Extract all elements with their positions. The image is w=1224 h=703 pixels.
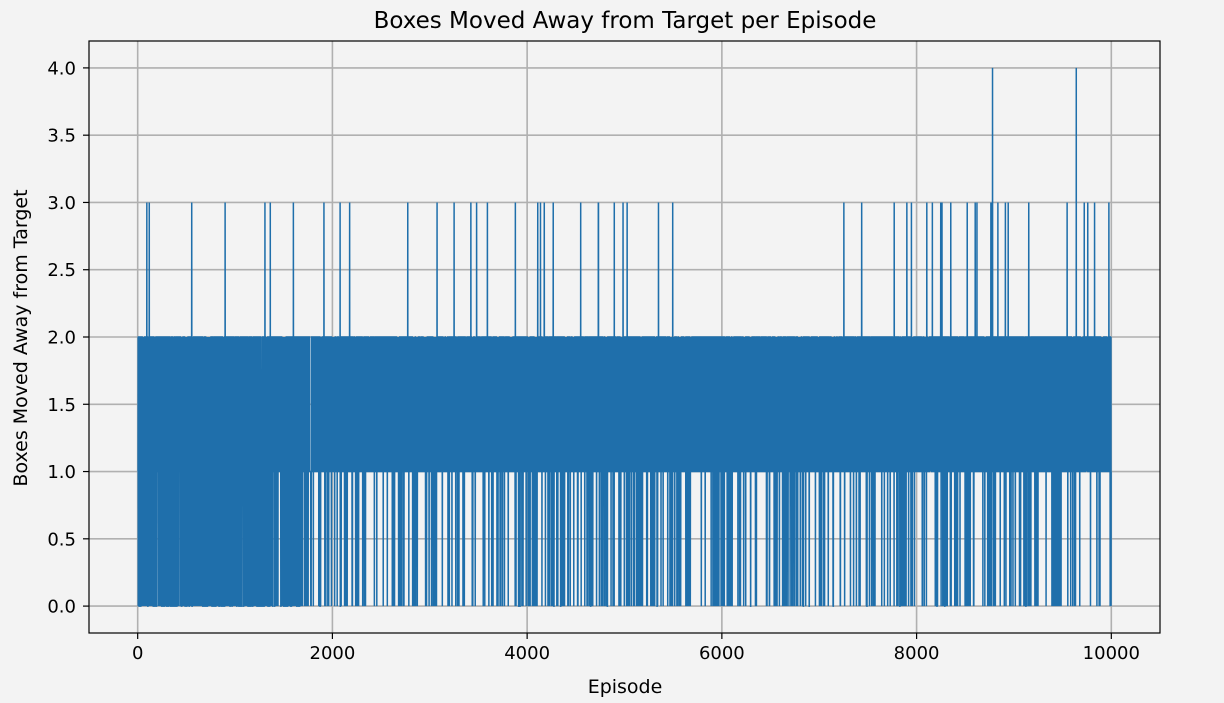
y-tick-label: 1.5 xyxy=(47,395,76,416)
y-tick-label: 2.5 xyxy=(47,260,76,281)
series-line xyxy=(137,67,1112,607)
ticks: 0 2000 4000 6000 8000 10000 0.0 0.5 1.0 1.5 2.0 2.5… xyxy=(47,58,1140,664)
x-axis-label: Episode xyxy=(588,676,663,698)
y-axis-label: Boxes Moved Away from Target xyxy=(10,189,32,486)
x-tick-label: 4000 xyxy=(504,643,550,664)
y-tick-label: 0.0 xyxy=(47,597,76,618)
y-tick-label: 1.0 xyxy=(47,462,76,483)
y-tick-label: 0.5 xyxy=(47,529,76,550)
x-tick-label: 0 xyxy=(132,643,143,664)
data-series xyxy=(137,67,1112,607)
y-tick-label: 3.0 xyxy=(47,193,76,214)
y-tick-label: 4.0 xyxy=(47,58,76,79)
chart-title: Boxes Moved Away from Target per Episode xyxy=(374,8,877,34)
x-tick-label: 8000 xyxy=(894,643,940,664)
x-tick-label: 6000 xyxy=(699,643,745,664)
x-tick-label: 10000 xyxy=(1083,643,1140,664)
x-tick-label: 2000 xyxy=(310,643,356,664)
y-tick-label: 3.5 xyxy=(47,126,76,147)
y-tick-label: 2.0 xyxy=(47,328,76,349)
